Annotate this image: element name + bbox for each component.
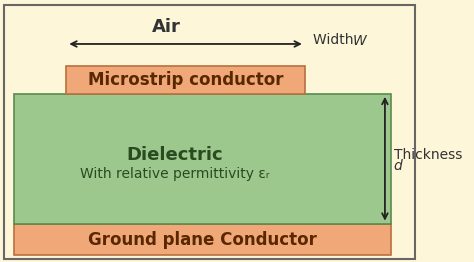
FancyBboxPatch shape [14,94,392,223]
Text: Air: Air [152,18,181,36]
Text: Thickness: Thickness [393,148,466,162]
Text: With relative permittivity εᵣ: With relative permittivity εᵣ [80,167,270,181]
Text: Ground plane Conductor: Ground plane Conductor [89,231,318,248]
FancyBboxPatch shape [66,66,305,94]
Text: Microstrip conductor: Microstrip conductor [88,71,283,89]
Text: Width: Width [313,33,358,47]
Text: Dielectric: Dielectric [127,146,223,164]
Text: d: d [393,159,402,173]
Text: W: W [352,34,366,48]
FancyBboxPatch shape [14,223,392,255]
